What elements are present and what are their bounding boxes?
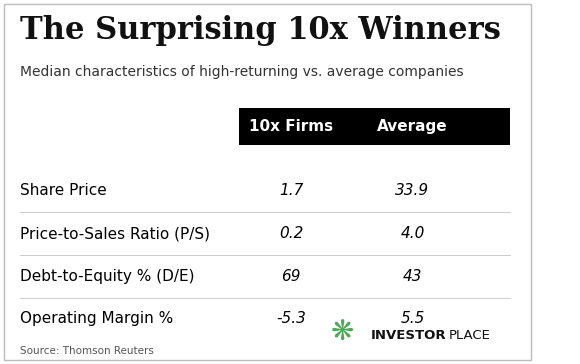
- Text: ❋: ❋: [331, 318, 354, 345]
- Text: 10x Firms: 10x Firms: [249, 119, 334, 134]
- Text: Price-to-Sales Ratio (P/S): Price-to-Sales Ratio (P/S): [20, 226, 210, 241]
- FancyBboxPatch shape: [238, 108, 510, 145]
- Text: 43: 43: [403, 269, 422, 284]
- Text: INVESTOR: INVESTOR: [370, 329, 446, 342]
- Text: Share Price: Share Price: [20, 183, 107, 198]
- Text: Average: Average: [377, 119, 448, 134]
- Text: The Surprising 10x Winners: The Surprising 10x Winners: [20, 15, 501, 46]
- Text: 5.5: 5.5: [400, 312, 425, 327]
- Text: PLACE: PLACE: [448, 329, 490, 342]
- Text: Source: Thomson Reuters: Source: Thomson Reuters: [20, 346, 154, 356]
- Text: 1.7: 1.7: [279, 183, 303, 198]
- Text: -5.3: -5.3: [276, 312, 306, 327]
- Text: Median characteristics of high-returning vs. average companies: Median characteristics of high-returning…: [20, 65, 463, 79]
- Text: 33.9: 33.9: [396, 183, 430, 198]
- Text: 69: 69: [281, 269, 301, 284]
- Text: 4.0: 4.0: [400, 226, 425, 241]
- Text: 0.2: 0.2: [279, 226, 303, 241]
- Text: Operating Margin %: Operating Margin %: [20, 312, 173, 327]
- Text: Debt-to-Equity % (D/E): Debt-to-Equity % (D/E): [20, 269, 194, 284]
